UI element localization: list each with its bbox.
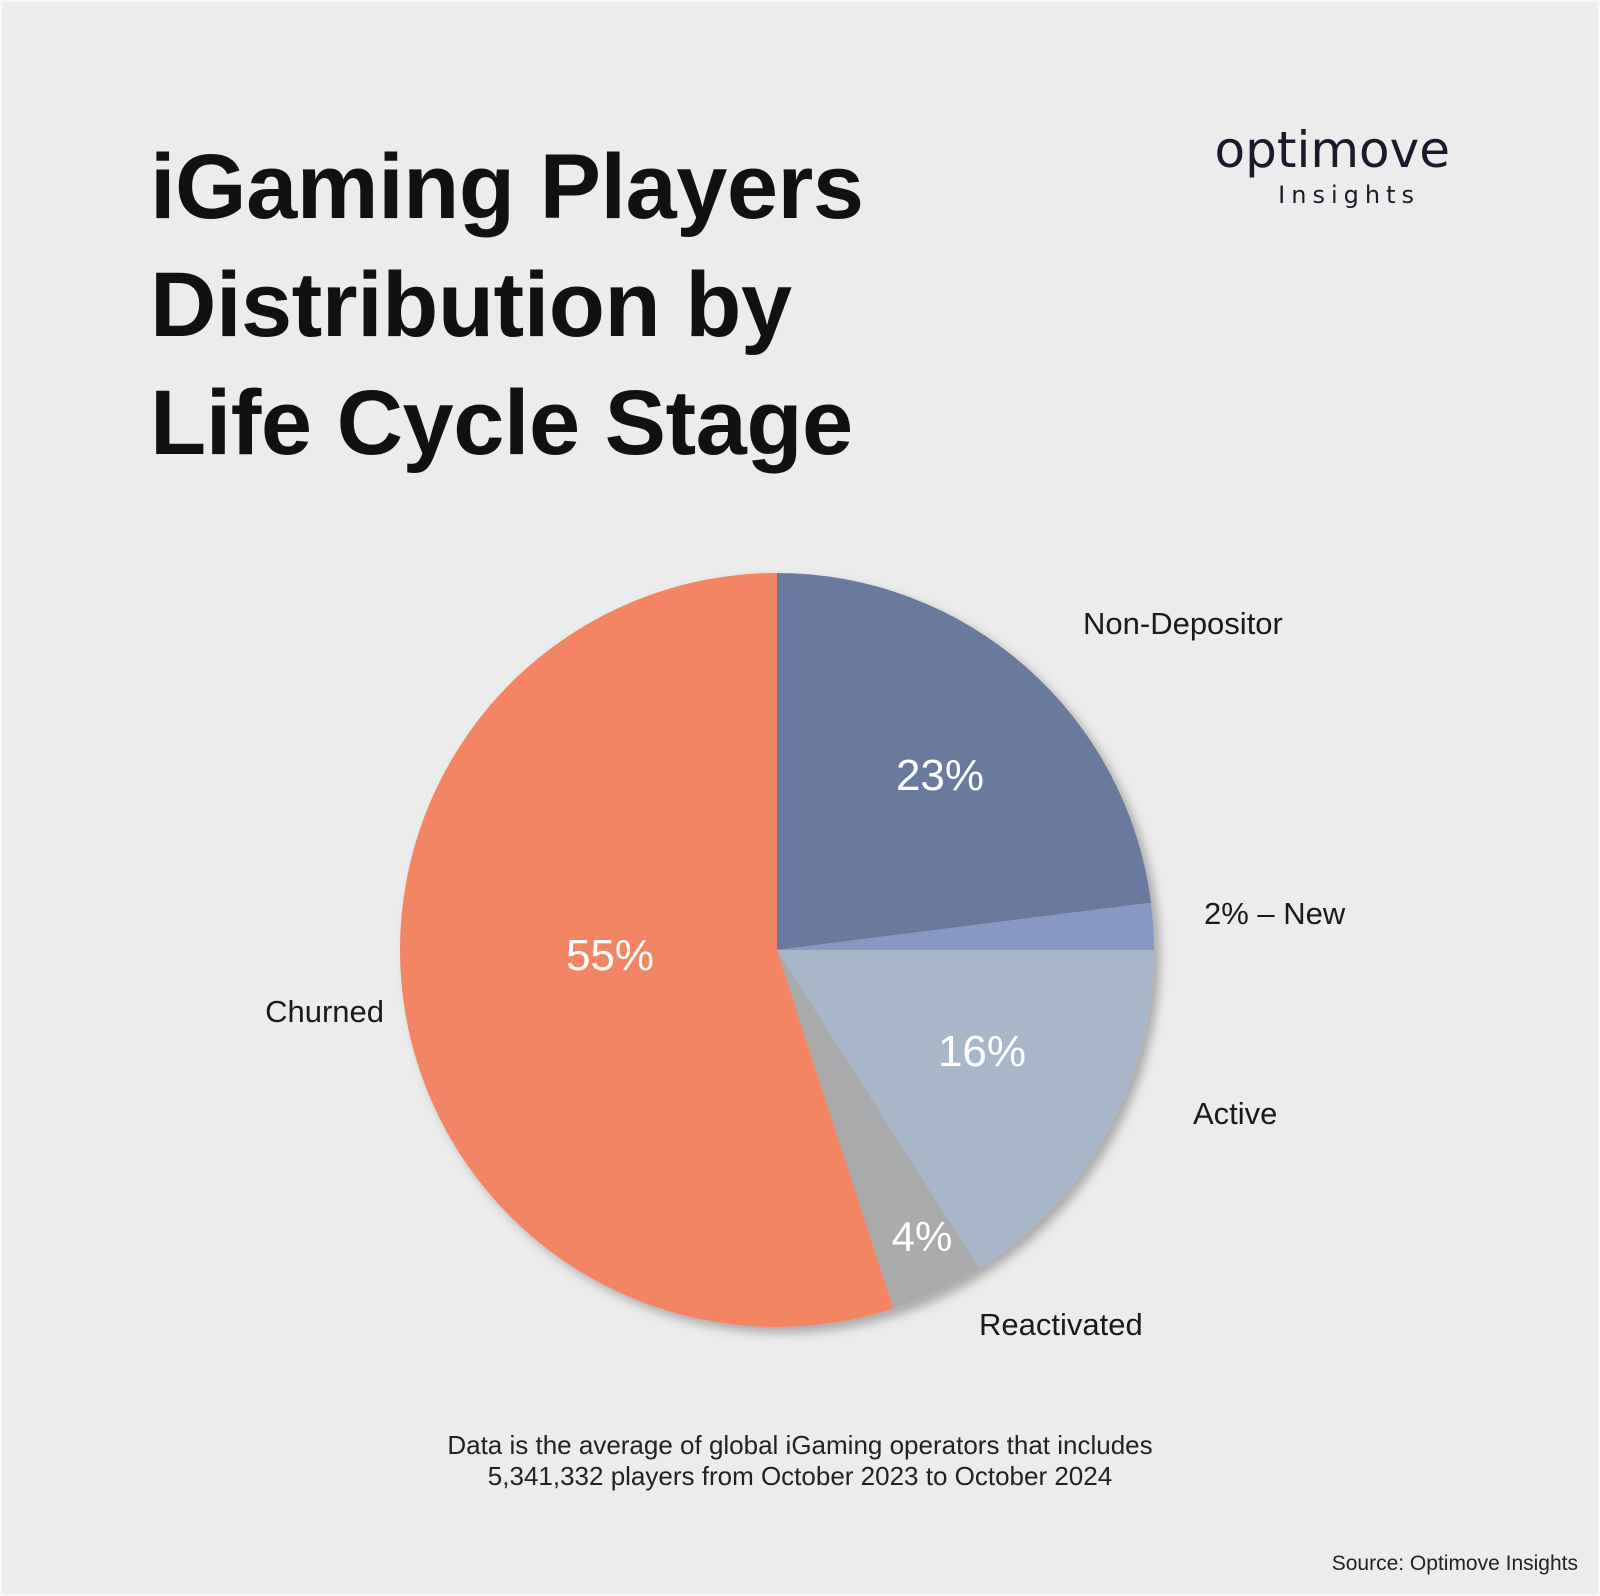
data-note: Data is the average of global iGaming op…: [300, 1430, 1300, 1492]
slice-category-label-churned: Churned: [265, 994, 384, 1029]
slice-category-label-new: 2% – New: [1204, 896, 1346, 931]
pie-slice-non-depositor: [777, 573, 1152, 950]
slice-value-label-churned: 55%: [566, 931, 654, 980]
data-note-line-1: Data is the average of global iGaming op…: [447, 1430, 1153, 1460]
pie-slice-churned: [400, 573, 894, 1328]
pie-slice-active: [777, 950, 1154, 1269]
slice-value-label-active: 16%: [938, 1027, 1026, 1076]
title-line-3: Life Cycle Stage: [150, 372, 853, 474]
slice-value-label-reactivated: 4%: [892, 1213, 953, 1260]
pie-slice-new: [777, 902, 1154, 950]
pie-labels: 23% Non-Depositor 2% – New 16% Active 4% React…: [265, 606, 1346, 1342]
pie-slices: [400, 573, 1154, 1328]
source-credit: Source: Optimove Insights: [1331, 1552, 1578, 1575]
title-line-2: Distribution by: [150, 254, 792, 356]
title-line-1: iGaming Players: [150, 136, 864, 238]
logo-wordmark: optimove: [1214, 121, 1450, 179]
optimove-logo: optimove Insights: [1180, 120, 1450, 210]
chart-title: iGaming Players Distribution by Life Cyc…: [150, 128, 864, 482]
logo-subtitle: Insights: [1278, 181, 1420, 209]
slice-category-label-active: Active: [1193, 1096, 1277, 1131]
slice-category-label-reactivated: Reactivated: [979, 1307, 1143, 1342]
slice-value-label-non-depositor: 23%: [896, 751, 984, 800]
pie-slice-reactivated: [777, 950, 980, 1309]
slice-category-label-non-depositor: Non-Depositor: [1083, 606, 1283, 641]
data-note-line-2: 5,341,332 players from October 2023 to O…: [487, 1461, 1113, 1491]
